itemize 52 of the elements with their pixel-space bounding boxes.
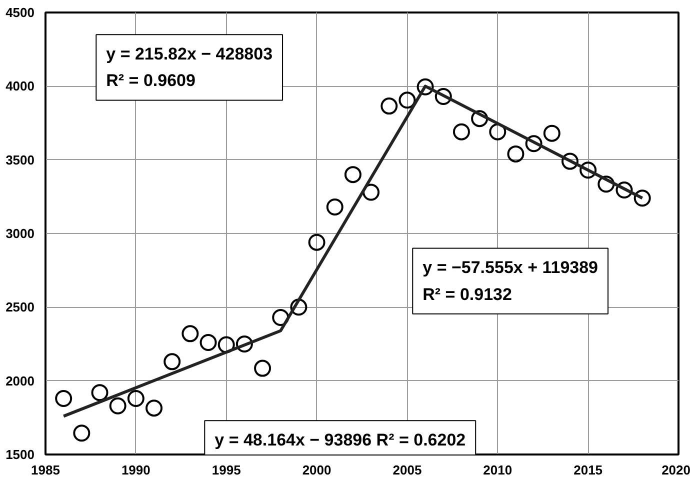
y-tick-label: 2000 <box>6 373 34 388</box>
y-tick-label: 3000 <box>6 226 34 241</box>
y-tick-label: 2500 <box>6 300 34 315</box>
point <box>525 135 542 152</box>
point <box>109 397 126 414</box>
point <box>326 198 344 216</box>
point <box>416 78 434 96</box>
x-tick-label: 1995 <box>212 462 241 478</box>
point <box>398 92 416 109</box>
x-tick-label: 2000 <box>302 462 332 478</box>
point <box>254 360 272 377</box>
point <box>362 184 380 201</box>
x-tick-label: 2005 <box>392 462 422 478</box>
point <box>146 400 163 417</box>
point <box>218 336 235 354</box>
point <box>452 123 470 140</box>
point <box>73 424 90 442</box>
point <box>344 166 362 184</box>
point <box>236 336 253 352</box>
point <box>598 176 615 193</box>
x-tick-label: 2015 <box>574 462 603 478</box>
point <box>634 190 651 207</box>
point <box>489 123 506 140</box>
point <box>434 88 452 105</box>
x-tick-label: 2020 <box>662 462 690 478</box>
point <box>91 384 108 402</box>
point <box>290 298 308 316</box>
point <box>507 145 524 162</box>
point <box>200 334 217 352</box>
point <box>380 98 398 115</box>
point <box>561 152 578 170</box>
y-tick-label: 4000 <box>6 78 34 94</box>
point <box>616 182 633 199</box>
x-tick-label: 1990 <box>121 462 150 478</box>
y-tick-label: 1500 <box>6 447 34 462</box>
point <box>308 234 326 251</box>
point <box>182 325 199 342</box>
x-tick-label: 1985 <box>31 462 60 478</box>
point <box>127 390 144 407</box>
point <box>272 308 290 326</box>
point <box>543 124 560 142</box>
y-tick-label: 4500 <box>6 5 34 20</box>
point <box>55 390 72 407</box>
point <box>580 162 597 179</box>
annotation: y = 48.164x − 93896 R² = 0.6202 <box>214 430 466 450</box>
point <box>471 110 488 128</box>
point <box>164 353 181 370</box>
annotation: y = 215.82x − 428803 R² = 0.9609 <box>106 44 273 90</box>
line-series <box>62 84 644 418</box>
x-tick-label: 2010 <box>483 462 512 478</box>
y-tick-label: 3500 <box>6 152 34 168</box>
annotation: y = −57.555x + 119389 R² = 0.9132 <box>422 258 598 304</box>
